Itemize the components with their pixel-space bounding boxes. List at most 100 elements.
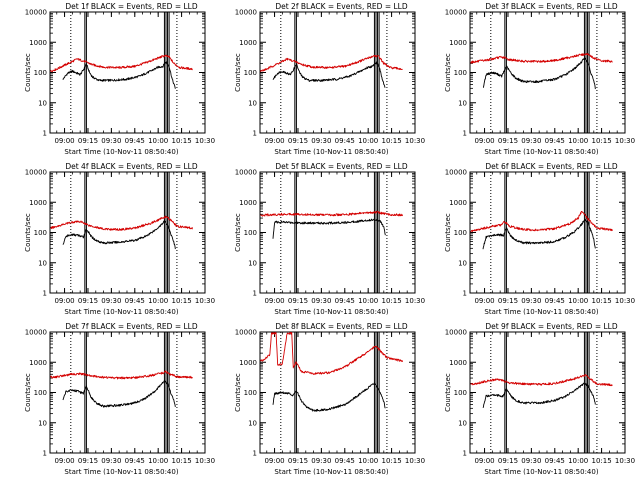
x-tick-label: 09:15 [498,297,518,305]
lld-series-line [260,210,403,217]
x-tick-label: 10:15 [171,457,191,465]
y-tick-label: 100 [34,69,47,77]
x-tick-label: 10:30 [615,457,635,465]
y-axis-label: Counts/sec [444,213,452,252]
lld-series-line [50,54,193,73]
x-tick-label: 10:00 [148,297,168,305]
y-tick-label: 1000 [239,39,257,47]
y-tick-label: 1 [253,130,257,138]
x-tick-label: 09:00 [264,457,284,465]
y-tick-label: 10 [38,259,47,267]
x-tick-label: 10:30 [405,297,425,305]
plot-frame [49,171,206,294]
x-tick-label: 09:00 [264,137,284,145]
y-axis-label: Counts/sec [234,213,242,252]
x-tick-label: 10:00 [568,137,588,145]
lld-series-line [260,55,403,73]
x-tick-label: 09:45 [125,297,145,305]
y-tick-label: 1000 [449,199,467,207]
y-tick-label: 100 [454,389,467,397]
detector-panel: Det 3f BLACK = Events, RED = LLD 1 10 100 10… [444,2,635,156]
x-axis-label: Start Time (10-Nov-11 08:50:40) [64,468,178,476]
y-tick-label: 1 [463,450,467,458]
x-tick-label: 10:30 [195,457,215,465]
x-tick-label: 09:45 [545,297,565,305]
plot-frame [469,171,626,294]
events-series-line [62,61,176,89]
x-tick-label: 10:00 [568,297,588,305]
x-tick-label: 09:15 [288,457,308,465]
x-axis-label: Start Time (10-Nov-11 08:50:40) [274,308,388,316]
y-tick-label: 10 [248,419,257,427]
x-tick-label: 10:15 [591,457,611,465]
detector-panel: Det 4f BLACK = Events, RED = LLD 1 10 100 10… [24,162,215,316]
y-tick-label: 10 [248,259,257,267]
x-tick-label: 09:00 [54,137,74,145]
y-tick-label: 1 [43,130,47,138]
y-tick-label: 1 [463,290,467,298]
y-tick-label: 1000 [449,359,467,367]
y-tick-label: 1000 [239,359,257,367]
x-tick-label: 09:00 [474,297,494,305]
x-tick-label: 09:45 [335,297,355,305]
x-tick-label: 10:30 [405,137,425,145]
x-tick-label: 09:45 [545,457,565,465]
x-tick-label: 10:30 [195,297,215,305]
y-tick-label: 10000 [235,169,257,177]
y-tick-label: 10000 [445,329,467,337]
x-axis-label: Start Time (10-Nov-11 08:50:40) [484,308,598,316]
panel-title: Det 6f BLACK = Events, RED = LLD [485,162,618,171]
panel-title: Det 3f BLACK = Events, RED = LLD [485,2,618,11]
y-tick-label: 1 [463,130,467,138]
x-tick-label: 10:15 [591,137,611,145]
panel-title: Det 5f BLACK = Events, RED = LLD [275,162,408,171]
y-tick-label: 100 [244,229,257,237]
x-tick-label: 09:00 [264,297,284,305]
y-axis-label: Counts/sec [444,373,452,412]
y-tick-label: 100 [454,229,467,237]
x-tick-label: 09:15 [78,137,98,145]
y-tick-label: 10000 [445,9,467,17]
y-tick-label: 1 [253,450,257,458]
y-tick-label: 10 [248,99,257,107]
x-tick-label: 10:00 [568,457,588,465]
x-tick-label: 09:30 [521,137,541,145]
x-tick-label: 09:15 [78,457,98,465]
y-tick-label: 10000 [445,169,467,177]
lld-series-line [50,215,193,231]
x-tick-label: 10:00 [358,137,378,145]
y-axis-label: Counts/sec [234,373,242,412]
events-series-line [272,61,386,88]
y-axis-label: Counts/sec [444,53,452,92]
y-tick-label: 10 [458,99,467,107]
x-tick-label: 09:15 [498,137,518,145]
x-tick-label: 10:15 [381,137,401,145]
y-tick-label: 1 [43,450,47,458]
y-tick-label: 1000 [29,199,47,207]
x-tick-label: 10:00 [148,457,168,465]
x-tick-label: 10:30 [405,457,425,465]
y-tick-label: 100 [244,69,257,77]
x-tick-label: 09:00 [54,457,74,465]
lld-series-line [50,370,193,380]
detector-panel: Det 5f BLACK = Events, RED = LLD 1 10 100 10… [234,162,425,316]
x-tick-label: 10:30 [615,137,635,145]
x-tick-label: 09:00 [474,457,494,465]
x-tick-label: 09:45 [335,137,355,145]
y-axis-label: Counts/sec [24,373,32,412]
detector-panel: Det 6f BLACK = Events, RED = LLD 1 10 100 10… [444,162,635,316]
y-tick-label: 100 [34,389,47,397]
plot-frame [469,331,626,454]
detector-panel: Det 7f BLACK = Events, RED = LLD 1 10 100 10… [24,322,215,476]
x-tick-label: 10:15 [171,137,191,145]
y-tick-label: 1 [253,290,257,298]
x-tick-label: 09:00 [54,297,74,305]
x-tick-label: 10:15 [591,297,611,305]
x-tick-label: 10:30 [615,297,635,305]
y-tick-label: 1000 [449,39,467,47]
x-axis-label: Start Time (10-Nov-11 08:50:40) [484,148,598,156]
plot-frame [259,171,416,294]
lld-series-line [260,331,403,376]
y-tick-label: 1000 [29,39,47,47]
